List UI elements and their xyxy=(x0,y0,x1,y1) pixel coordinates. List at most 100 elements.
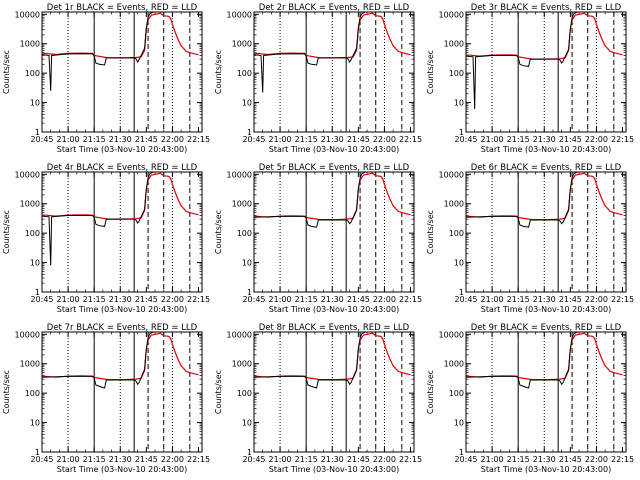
x-tick-label: 20:45 xyxy=(30,295,53,304)
x-tick-label: 21:45 xyxy=(135,135,158,144)
events-series-line xyxy=(254,332,366,389)
y-axis-title: Counts/sec xyxy=(2,210,11,254)
x-tick-label: 21:00 xyxy=(57,135,80,144)
x-axis-title: Start Time (03-Nov-10 20:43:00) xyxy=(57,145,187,154)
plot-frame xyxy=(41,331,203,453)
plot-frame xyxy=(465,11,627,133)
x-tick-label: 22:00 xyxy=(585,135,608,144)
y-tick-label: 10000 xyxy=(15,10,40,19)
y-tick-label: 10000 xyxy=(227,10,252,19)
x-tick-label: 21:15 xyxy=(507,135,530,144)
x-tick-label: 21:00 xyxy=(57,295,80,304)
x-tick-label: 22:15 xyxy=(187,295,210,304)
x-tick-label: 22:15 xyxy=(611,455,634,464)
panel-title: Det 6r BLACK = Events, RED = LLD xyxy=(471,163,622,173)
plot-frame xyxy=(465,331,627,453)
x-tick-label: 22:00 xyxy=(161,135,184,144)
events-series-line xyxy=(466,172,578,228)
panel-title: Det 4r BLACK = Events, RED = LLD xyxy=(47,163,198,173)
events-series-line xyxy=(254,172,366,228)
y-tick-label: 10 xyxy=(242,259,252,268)
x-tick-label: 21:45 xyxy=(135,295,158,304)
y-tick-label: 1 xyxy=(35,128,40,137)
x-axis-title: Start Time (03-Nov-10 20:43:00) xyxy=(481,465,611,474)
y-tick-label: 1 xyxy=(247,288,252,297)
y-axis-title: Counts/sec xyxy=(2,50,11,94)
x-tick-label: 20:45 xyxy=(454,455,477,464)
x-tick-label: 21:00 xyxy=(57,455,80,464)
x-tick-label: 21:00 xyxy=(481,135,504,144)
events-series-line xyxy=(42,12,154,91)
panel-title: Det 8r BLACK = Events, RED = LLD xyxy=(259,323,410,333)
y-tick-label: 100 xyxy=(237,229,252,238)
panel-title: Det 9r BLACK = Events, RED = LLD xyxy=(471,323,622,333)
y-axis-title: Counts/sec xyxy=(426,210,435,254)
x-tick-label: 20:45 xyxy=(242,135,265,144)
x-tick-label: 21:30 xyxy=(321,295,344,304)
x-tick-label: 21:30 xyxy=(533,135,556,144)
x-tick-label: 20:45 xyxy=(242,295,265,304)
y-tick-label: 1 xyxy=(247,128,252,137)
y-axis-title: Counts/sec xyxy=(2,370,11,414)
x-tick-label: 22:15 xyxy=(611,295,634,304)
events-series-line xyxy=(42,332,154,389)
y-tick-label: 1 xyxy=(35,288,40,297)
x-tick-label: 21:30 xyxy=(533,295,556,304)
x-tick-label: 21:15 xyxy=(83,135,106,144)
y-tick-label: 100 xyxy=(237,69,252,78)
x-tick-label: 21:45 xyxy=(347,455,370,464)
events-series-line xyxy=(42,172,154,266)
y-tick-label: 1 xyxy=(35,448,40,457)
events-series-line xyxy=(466,332,578,389)
x-tick-label: 22:00 xyxy=(585,455,608,464)
x-axis-title: Start Time (03-Nov-10 20:43:00) xyxy=(57,465,187,474)
x-tick-label: 22:15 xyxy=(611,135,634,144)
x-tick-label: 22:15 xyxy=(399,455,422,464)
y-tick-label: 100 xyxy=(25,229,40,238)
x-tick-label: 21:15 xyxy=(507,295,530,304)
x-tick-label: 21:45 xyxy=(559,295,582,304)
y-axis-title: Counts/sec xyxy=(214,210,223,254)
x-tick-label: 21:15 xyxy=(295,455,318,464)
panel-7: Det 7r BLACK = Events, RED = LLD 1 10 100 10… xyxy=(2,323,210,474)
y-tick-label: 100 xyxy=(449,389,464,398)
x-tick-label: 21:45 xyxy=(347,135,370,144)
y-tick-label: 10 xyxy=(30,419,40,428)
x-tick-label: 22:15 xyxy=(187,455,210,464)
y-tick-label: 100 xyxy=(25,69,40,78)
x-tick-label: 21:15 xyxy=(507,455,530,464)
y-tick-label: 1000 xyxy=(444,40,464,49)
x-tick-label: 20:45 xyxy=(454,295,477,304)
x-tick-label: 22:15 xyxy=(187,135,210,144)
x-tick-label: 22:00 xyxy=(373,455,396,464)
x-tick-label: 21:15 xyxy=(83,295,106,304)
x-tick-label: 22:00 xyxy=(373,295,396,304)
y-axis-title: Counts/sec xyxy=(214,50,223,94)
y-tick-label: 1 xyxy=(459,448,464,457)
y-tick-label: 10 xyxy=(242,419,252,428)
y-tick-label: 1 xyxy=(459,288,464,297)
x-tick-label: 20:45 xyxy=(30,135,53,144)
panel-title: Det 5r BLACK = Events, RED = LLD xyxy=(259,163,410,173)
x-axis-title: Start Time (03-Nov-10 20:43:00) xyxy=(269,305,399,314)
x-tick-label: 21:00 xyxy=(481,455,504,464)
x-tick-label: 21:00 xyxy=(269,455,292,464)
x-tick-label: 20:45 xyxy=(454,135,477,144)
x-tick-label: 22:00 xyxy=(161,295,184,304)
y-tick-label: 1000 xyxy=(232,360,252,369)
panel-4: Det 4r BLACK = Events, RED = LLD 1 10 100 10… xyxy=(2,163,210,314)
plot-frame xyxy=(465,171,627,293)
y-tick-label: 1000 xyxy=(232,40,252,49)
y-tick-label: 10 xyxy=(454,259,464,268)
x-tick-label: 22:15 xyxy=(399,295,422,304)
x-tick-label: 21:30 xyxy=(109,135,132,144)
panel-title: Det 3r BLACK = Events, RED = LLD xyxy=(471,3,622,13)
y-tick-label: 1 xyxy=(459,128,464,137)
y-tick-label: 10 xyxy=(30,259,40,268)
y-tick-label: 10 xyxy=(454,419,464,428)
y-tick-label: 10 xyxy=(30,99,40,108)
x-tick-label: 21:45 xyxy=(559,455,582,464)
y-tick-label: 10000 xyxy=(227,170,252,179)
panel-3: Det 3r BLACK = Events, RED = LLD 1 10 100 10… xyxy=(426,3,634,154)
